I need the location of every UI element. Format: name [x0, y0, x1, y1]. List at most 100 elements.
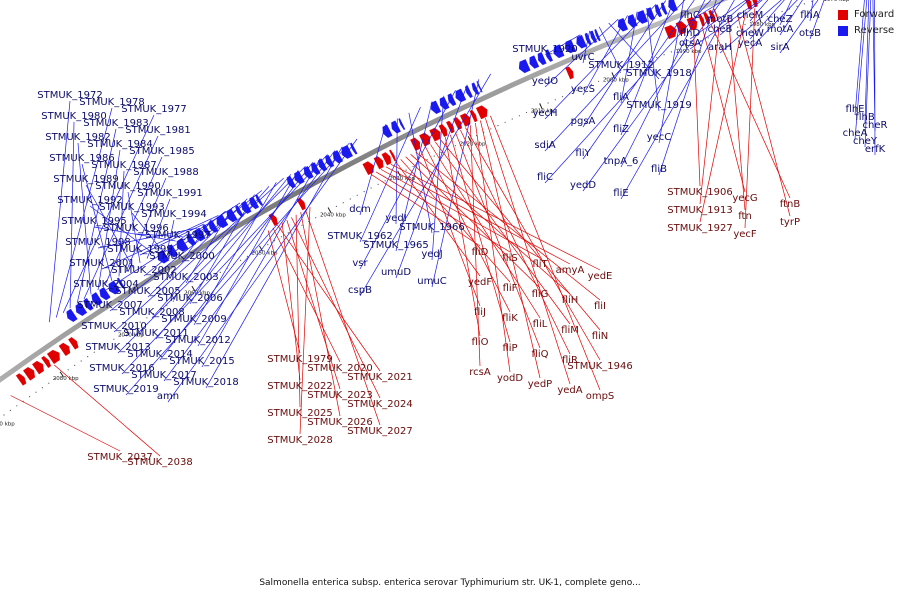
leader-line: [779, 0, 803, 36]
gene-arrow: [438, 124, 448, 137]
leader-line: [485, 118, 571, 385]
gene-label: sdiA: [534, 140, 555, 151]
gene-label: fliR: [562, 355, 578, 366]
leader-line: [872, 0, 876, 132]
scale-minor-tick: [504, 121, 506, 123]
scale-minor-tick: [576, 89, 578, 91]
gene-label: ftn: [738, 211, 752, 222]
leader-line: [719, 0, 782, 54]
leader-line: [97, 227, 197, 249]
gene-arrow: [108, 280, 121, 295]
scale-minor-tick: [35, 391, 37, 393]
gene-label: cheZ: [768, 14, 793, 25]
gene-label: yecF: [733, 229, 757, 240]
leader-line: [359, 73, 492, 297]
scale-minor-tick: [518, 115, 521, 117]
leader-line: [151, 186, 270, 319]
scale-minor-tick: [461, 141, 463, 143]
gene-label: STMUK_2025: [267, 408, 332, 419]
scale-minor-tick: [766, 16, 768, 18]
scale-minor-tick: [67, 369, 69, 371]
leader-line: [155, 174, 292, 340]
gene-label: amn: [157, 391, 179, 402]
gene-label: STMUK_1997: [145, 230, 210, 241]
scale-minor-tick: [133, 325, 135, 327]
gene-label: umuC: [417, 276, 446, 287]
gene-label: STMUK_2017: [131, 370, 196, 381]
scale-minor-tick: [287, 232, 289, 234]
gene-label: tnpA_6: [604, 156, 639, 167]
gene-label: STMUK_1984: [87, 139, 152, 150]
gene-label: STMUK_2011: [123, 328, 188, 339]
scale-minor-tick: [811, 0, 813, 2]
scale-minor-tick: [322, 213, 324, 215]
scale-minor-tick: [100, 347, 102, 349]
gene-label: STMUK_2014: [127, 349, 192, 360]
gene-label: STMUK_2010: [81, 321, 146, 332]
gene-label: fliG: [532, 289, 549, 300]
scale-tick-mark: [59, 371, 64, 378]
gene-label: uvrC: [571, 52, 594, 63]
gene-label: cheA: [843, 128, 868, 139]
leader-line: [598, 26, 622, 72]
gene-arrow: [46, 349, 60, 365]
gene-label: STMUK_2002: [111, 265, 176, 276]
gene-label: fliP: [502, 343, 517, 354]
legend-forward-label: Forward: [854, 9, 895, 20]
gene-label: dcm: [349, 204, 371, 215]
leader-line: [385, 166, 571, 265]
gene-label: vsr: [352, 258, 368, 269]
scale-minor-tick: [186, 292, 188, 294]
gene-label: erfK: [865, 144, 886, 155]
gene-arrow: [116, 277, 126, 289]
leader-line: [475, 122, 511, 373]
scale-minor-tick: [412, 165, 414, 168]
gene-arrow: [703, 11, 711, 25]
gene-label: STMUK_1991: [137, 188, 202, 199]
gene-label: rcsA: [469, 367, 491, 378]
scale-minor-tick: [206, 279, 208, 282]
leader-line: [118, 170, 125, 277]
scale-minor-tick: [87, 356, 89, 358]
gene-arrow: [91, 292, 103, 306]
leader-line: [85, 184, 134, 268]
leader-line: [139, 223, 205, 256]
gene-label: fliE: [613, 188, 628, 199]
gene-label: STMUK_1994: [141, 209, 206, 220]
gene-label: fliK: [502, 313, 518, 324]
scale-tick-label: 2010 kbp: [531, 109, 557, 115]
leader-line: [53, 364, 161, 457]
gene-arrow: [99, 287, 111, 301]
leader-line: [286, 219, 341, 390]
gene-label: yedO: [532, 76, 558, 87]
scale-minor-tick: [729, 29, 731, 31]
scale-minor-tick: [363, 191, 365, 193]
gene-arrow: [654, 4, 663, 18]
scale-tick-label: 2040 kbp: [320, 212, 346, 218]
scale-tick-label: 2070 kbp: [118, 333, 144, 339]
gene-label: STMUK_2038: [127, 457, 192, 468]
scale-minor-tick: [93, 351, 95, 353]
gene-label: STMUK_1906: [667, 187, 732, 198]
gene-label: STMUK_1977: [121, 104, 186, 115]
leader-line: [779, 0, 819, 54]
scale-minor-tick: [377, 183, 379, 185]
gene-arrow: [391, 120, 401, 134]
scale-minor-tick: [240, 259, 242, 261]
gene-label: cheR: [863, 120, 888, 131]
leader-line: [864, 0, 872, 148]
gene-label: STMUK_2026: [307, 417, 372, 428]
scale-tick-label: 2090 kbp: [0, 421, 15, 427]
gene-arrow: [389, 149, 397, 162]
gene-arrow: [545, 49, 553, 62]
gene-arrow: [41, 355, 52, 369]
gene-label: fliM: [561, 325, 579, 336]
gene-arrow: [446, 120, 455, 134]
scale-tick-mark: [327, 207, 332, 214]
leader-line: [460, 129, 571, 355]
gene-arrow: [66, 308, 78, 322]
gene-arrow: [362, 161, 374, 176]
gene-label: STMUK_1982: [45, 132, 110, 143]
scale-minor-tick: [315, 217, 317, 219]
reverse-swatch: [838, 26, 848, 36]
